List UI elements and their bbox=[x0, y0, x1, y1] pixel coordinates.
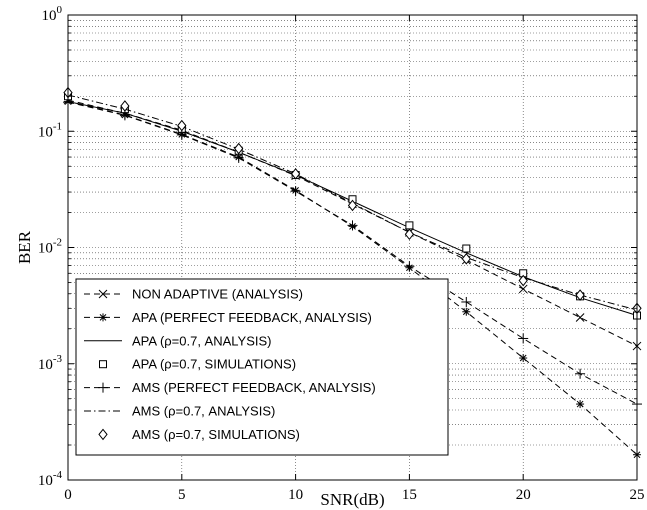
x-axis-title: SNR(dB) bbox=[320, 490, 384, 509]
legend-item-1: NON ADAPTIVE (ANALYSIS) bbox=[84, 287, 303, 302]
series-7-point bbox=[290, 168, 301, 180]
series-5-point bbox=[404, 261, 415, 272]
series-7-point bbox=[518, 274, 528, 287]
legend-marker-sample bbox=[99, 360, 107, 369]
y-axis-title: BER bbox=[15, 230, 34, 264]
series-5-point bbox=[347, 220, 358, 231]
series-7 bbox=[63, 86, 642, 315]
legend-item-5: AMS (PERFECT FEEDBACK, ANALYSIS) bbox=[84, 380, 376, 395]
y-tick-label: 10-4 bbox=[38, 469, 63, 489]
legend-label: APA (PERFECT FEEDBACK, ANALYSIS) bbox=[132, 310, 372, 325]
series-7-point bbox=[234, 142, 244, 155]
series-7-point bbox=[575, 289, 585, 301]
legend-item-6: AMS (ρ=0.7, ANALYSIS) bbox=[84, 404, 275, 419]
series-4-point bbox=[462, 244, 471, 253]
legend: NON ADAPTIVE (ANALYSIS) APA (PERFECT FEED… bbox=[75, 278, 449, 456]
legend-label: AMS (ρ=0.7, ANALYSIS) bbox=[132, 404, 275, 419]
series-7-point bbox=[404, 228, 415, 241]
legend-item-4: APA (ρ=0.7, SIMULATIONS) bbox=[99, 357, 296, 372]
series-2-point bbox=[462, 307, 471, 316]
series-5-point bbox=[290, 186, 301, 197]
legend-label: AMS (PERFECT FEEDBACK, ANALYSIS) bbox=[132, 380, 376, 395]
plot-series bbox=[63, 86, 642, 459]
grid-lines bbox=[68, 15, 637, 480]
legend-item-2: APA (PERFECT FEEDBACK, ANALYSIS) bbox=[84, 310, 372, 325]
legend-item-7: AMS (ρ=0.7, SIMULATIONS) bbox=[98, 427, 300, 442]
legend-label: AMS (ρ=0.7, SIMULATIONS) bbox=[132, 427, 300, 442]
series-1-point bbox=[518, 284, 528, 294]
legend-label: APA (ρ=0.7, SIMULATIONS) bbox=[132, 357, 296, 372]
series-7-point bbox=[461, 252, 471, 265]
legend-box bbox=[75, 278, 449, 456]
series-7-point bbox=[177, 119, 187, 132]
series-1-point bbox=[575, 313, 585, 322]
series-5-point bbox=[518, 333, 529, 344]
y-tick-label: 10-3 bbox=[38, 353, 63, 373]
x-tick-label: 25 bbox=[630, 487, 645, 503]
series-2-point bbox=[576, 400, 585, 409]
y-tick-label: 10-1 bbox=[38, 120, 62, 140]
legend-marker-sample bbox=[98, 289, 108, 299]
x-tick-label: 20 bbox=[516, 487, 531, 503]
axis-ticks: 0 5 10 15 20 25 100 10-1 10-2 10-3 10-4 bbox=[38, 4, 645, 503]
series-5-point bbox=[119, 110, 130, 121]
y-tick-label: 10-2 bbox=[38, 237, 62, 257]
series-2-point bbox=[519, 354, 528, 363]
legend-marker-sample bbox=[98, 428, 108, 441]
x-tick-label: 0 bbox=[64, 487, 72, 503]
legend-label: NON ADAPTIVE (ANALYSIS) bbox=[132, 287, 303, 302]
legend-marker-sample bbox=[98, 382, 108, 393]
series-7-point bbox=[347, 199, 358, 212]
x-tick-label: 5 bbox=[178, 487, 186, 503]
series-5-point bbox=[176, 129, 187, 140]
legend-item-3: APA (ρ=0.7, ANALYSIS) bbox=[84, 333, 272, 348]
series-5-point bbox=[575, 368, 586, 379]
y-tick-label: 100 bbox=[42, 4, 63, 24]
series-5-point bbox=[461, 296, 472, 307]
x-tick-label: 15 bbox=[402, 487, 417, 503]
series-4-point bbox=[405, 221, 414, 230]
series-7-point bbox=[120, 100, 130, 112]
legend-label: APA (ρ=0.7, ANALYSIS) bbox=[132, 333, 272, 348]
legend-marker-sample bbox=[99, 313, 107, 322]
x-tick-label: 10 bbox=[288, 487, 303, 503]
series-5-point bbox=[233, 152, 244, 163]
